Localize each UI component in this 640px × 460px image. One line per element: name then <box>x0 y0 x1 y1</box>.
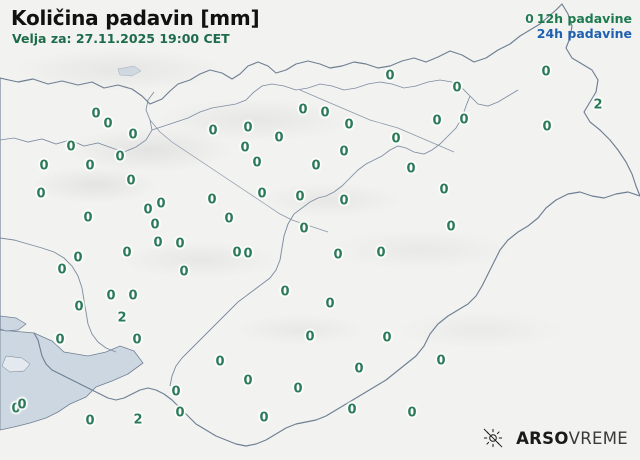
station-value[interactable]: 0 <box>17 397 27 413</box>
border-line-southeast <box>169 213 295 387</box>
station-value[interactable]: 0 <box>325 296 335 312</box>
station-value[interactable]: 0 <box>541 64 551 80</box>
station-value[interactable]: 0 <box>55 332 65 348</box>
station-value[interactable]: 0 <box>224 211 234 227</box>
station-value[interactable]: 0 <box>208 123 218 139</box>
border-line-southwest-river <box>0 237 117 353</box>
station-value[interactable]: 0 <box>232 245 242 261</box>
station-value[interactable]: 0 <box>36 186 46 202</box>
station-value[interactable]: 0 <box>156 196 166 212</box>
station-value[interactable]: 0 <box>298 102 308 118</box>
lagoon-detail <box>1 355 31 373</box>
station-value[interactable]: 0 <box>243 373 253 389</box>
station-value[interactable]: 2 <box>133 412 143 428</box>
station-value[interactable]: 0 <box>91 106 101 122</box>
station-value[interactable]: 0 <box>252 155 262 171</box>
logo-text: ARSOVREME <box>516 429 628 448</box>
station-value[interactable]: 0 <box>103 116 113 132</box>
station-value[interactable]: 0 <box>243 246 253 262</box>
sun-weather-icon <box>483 428 503 448</box>
station-value[interactable]: 0 <box>280 284 290 300</box>
station-value[interactable]: 0 <box>339 144 349 160</box>
station-value[interactable]: 0 <box>66 139 76 155</box>
station-value[interactable]: 0 <box>347 402 357 418</box>
station-value[interactable]: 0 <box>39 158 49 174</box>
station-value[interactable]: 0 <box>432 113 442 129</box>
station-value[interactable]: 0 <box>57 262 67 278</box>
station-value[interactable]: 0 <box>452 80 462 96</box>
station-value[interactable]: 0 <box>143 202 153 218</box>
station-value[interactable]: 0 <box>115 149 125 165</box>
station-value[interactable]: 0 <box>83 210 93 226</box>
station-value[interactable]: 0 <box>385 68 395 84</box>
river-sava <box>149 119 329 233</box>
station-value[interactable]: 0 <box>305 329 315 345</box>
slovenia-border <box>0 3 640 447</box>
river-drava <box>299 89 455 153</box>
station-value[interactable]: 0 <box>339 193 349 209</box>
station-value[interactable]: 0 <box>259 410 269 426</box>
station-value[interactable]: 2 <box>117 310 127 326</box>
station-value[interactable]: 2 <box>593 97 603 113</box>
station-value[interactable]: 0 <box>175 405 185 421</box>
station-value[interactable]: 0 <box>126 173 136 189</box>
station-value[interactable]: 0 <box>207 192 217 208</box>
station-value[interactable]: 0 <box>85 413 95 429</box>
station-value[interactable]: 0 <box>215 354 225 370</box>
logo-brand-suffix: VREME <box>568 428 628 448</box>
station-value[interactable]: 0 <box>243 120 253 136</box>
station-value[interactable]: 0 <box>459 112 469 128</box>
station-value[interactable]: 0 <box>179 264 189 280</box>
station-value[interactable]: 0 <box>295 189 305 205</box>
station-value[interactable]: 0 <box>311 158 321 174</box>
station-value[interactable]: 0 <box>150 217 160 233</box>
station-value[interactable]: 0 <box>436 353 446 369</box>
station-value[interactable]: 0 <box>122 245 132 261</box>
station-value[interactable]: 0 <box>175 236 185 252</box>
station-value[interactable]: 0 <box>128 288 138 304</box>
border-line-northwest <box>0 91 155 153</box>
station-value[interactable]: 0 <box>132 332 142 348</box>
station-value[interactable]: 0 <box>171 384 181 400</box>
station-value[interactable]: 0 <box>153 235 163 251</box>
border-line-north-central <box>151 79 519 131</box>
station-value[interactable]: 0 <box>106 288 116 304</box>
station-value[interactable]: 0 <box>320 105 330 121</box>
station-value[interactable]: 0 <box>240 140 250 156</box>
station-value[interactable]: 0 <box>391 131 401 147</box>
station-value[interactable]: 0 <box>407 405 417 421</box>
station-value[interactable]: 0 <box>257 186 267 202</box>
station-value[interactable]: 0 <box>85 158 95 174</box>
station-value[interactable]: 0 <box>354 361 364 377</box>
station-value[interactable]: 0 <box>542 119 552 135</box>
station-value[interactable]: 0 <box>74 299 84 315</box>
arso-vreme-logo[interactable]: ARSOVREME <box>482 427 628 449</box>
station-value[interactable]: 0 <box>376 245 386 261</box>
station-value[interactable]: 0 <box>406 161 416 177</box>
station-value[interactable]: 0 <box>382 330 392 346</box>
station-value[interactable]: 0 <box>299 221 309 237</box>
station-value[interactable]: 0 <box>128 127 138 143</box>
station-value[interactable]: 0 <box>11 401 21 417</box>
station-value[interactable]: 0 <box>439 182 449 198</box>
logo-brand: ARSO <box>516 428 569 448</box>
border-line-east <box>293 95 471 215</box>
station-value[interactable]: 0 <box>446 219 456 235</box>
station-value[interactable]: 0 <box>344 117 354 133</box>
station-value[interactable]: 0 <box>333 247 343 263</box>
sea-inlet-north <box>0 315 27 332</box>
lake-feature <box>117 65 142 77</box>
station-value[interactable]: 0 <box>293 381 303 397</box>
station-value[interactable]: 0 <box>274 130 284 146</box>
station-value[interactable]: 0 <box>73 250 83 266</box>
